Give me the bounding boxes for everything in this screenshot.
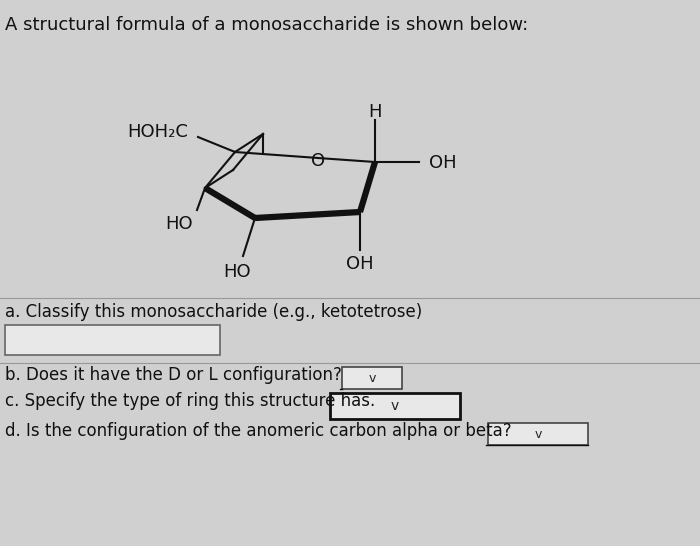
Text: v: v [391,399,399,413]
Text: A structural formula of a monosaccharide is shown below:: A structural formula of a monosaccharide… [5,16,528,34]
Text: c. Specify the type of ring this structure has.: c. Specify the type of ring this structu… [5,392,375,410]
Text: O: O [311,152,325,170]
Bar [342,367,402,389]
Bar [330,393,460,419]
Bar [488,423,588,445]
Text: v: v [368,371,376,384]
Text: HOH₂C: HOH₂C [127,123,188,141]
Text: HO: HO [165,215,193,233]
Text: d. Is the configuration of the anomeric carbon alpha or beta?: d. Is the configuration of the anomeric … [5,422,512,440]
Text: v: v [534,428,542,441]
Bar [5,325,220,355]
Text: b. Does it have the D or L configuration?: b. Does it have the D or L configuration… [5,366,342,384]
Text: H: H [368,103,382,121]
Text: OH: OH [429,154,456,172]
Text: a. Classify this monosaccharide (e.g., ketotetrose): a. Classify this monosaccharide (e.g., k… [5,303,422,321]
Text: HO: HO [223,263,251,281]
Text: OH: OH [346,255,374,273]
